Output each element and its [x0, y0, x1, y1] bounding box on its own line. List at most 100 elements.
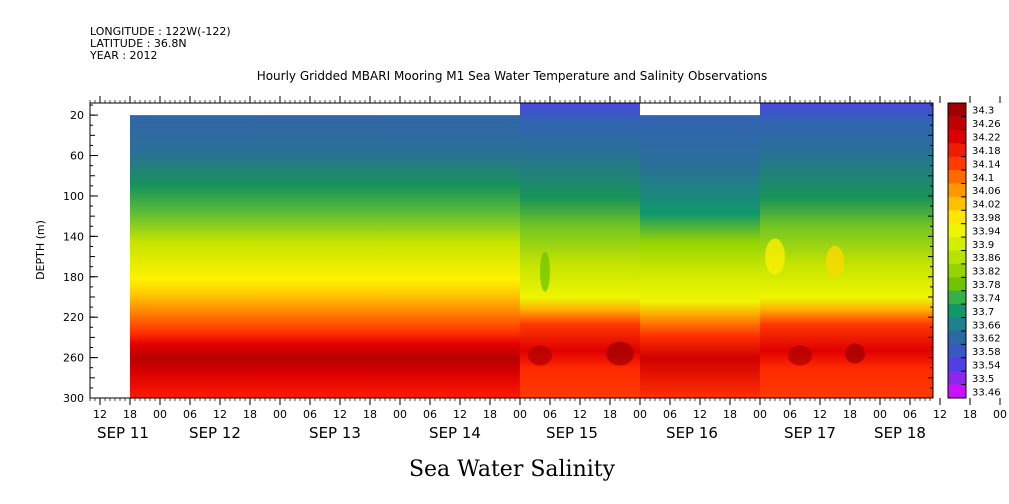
field-patch [528, 345, 552, 366]
colorbar-label: 33.58 [972, 347, 1001, 358]
chart-title: Hourly Gridded MBARI Mooring M1 Sea Wate… [257, 69, 768, 83]
colorbar-label: 33.94 [972, 226, 1001, 237]
x-hour-label: 00 [993, 408, 1007, 421]
y-tick-label: 20 [70, 109, 84, 122]
salinity-field [130, 103, 933, 398]
y-tick-label: 220 [63, 311, 84, 324]
x-hour-label: 12 [453, 408, 467, 421]
colorbar-swatch [948, 183, 966, 198]
latitude-label: LATITUDE : 36.8N [90, 37, 187, 50]
x-hour-label: 00 [633, 408, 647, 421]
colorbar-swatch [948, 250, 966, 265]
field-patch [540, 251, 550, 292]
footer-title: Sea Water Salinity [409, 457, 616, 482]
colorbar-swatch [948, 103, 966, 117]
colorbar-swatch [948, 143, 966, 158]
x-hour-label: 00 [513, 408, 527, 421]
colorbar-swatch [948, 277, 966, 292]
x-hour-label: 00 [153, 408, 167, 421]
colorbar-label: 33.54 [972, 360, 1001, 371]
colorbar-swatch [948, 223, 966, 238]
colorbar-label: 33.9 [972, 240, 994, 251]
x-hour-label: 18 [843, 408, 857, 421]
x-hour-label: 06 [903, 408, 917, 421]
colorbar-label: 33.62 [972, 334, 1001, 345]
x-hour-label: 12 [573, 408, 587, 421]
x-axis: 12 18 00 06 12 18 00 06 12 18 00 06 12 18 00 06 12 18 00 06… [89, 96, 1007, 442]
colorbar-label: 34.3 [972, 106, 994, 117]
x-hour-label: 06 [663, 408, 677, 421]
colorbar-label: 33.7 [972, 307, 994, 318]
year-label: YEAR : 2012 [89, 49, 158, 62]
colorbar-label: 33.46 [972, 387, 1001, 398]
x-hour-label: 00 [393, 408, 407, 421]
field-patch [845, 343, 865, 364]
field-patch [765, 238, 785, 275]
y-tick-label: 260 [63, 352, 84, 365]
y-tick-label: 180 [63, 271, 84, 284]
x-hour-label: 18 [603, 408, 617, 421]
y-axis: 20 60 100 140 180 220 260 300 [63, 104, 933, 405]
x-hour-label: 06 [303, 408, 317, 421]
colorbar-label: 33.86 [972, 253, 1001, 264]
x-hour-label: 06 [543, 408, 557, 421]
x-hour-label: 06 [423, 408, 437, 421]
y-tick-label: 60 [70, 150, 84, 163]
colorbar-swatch [948, 156, 966, 171]
x-hour-label: 00 [753, 408, 767, 421]
x-hour-label: 12 [933, 408, 947, 421]
x-hour-label: 18 [963, 408, 977, 421]
colorbar: 34.3 34.26 34.22 34.18 34.14 34.1 34.06 34.02 33… [947, 102, 1001, 399]
colorbar-label: 34.18 [972, 146, 1001, 157]
colorbar-label: 33.74 [972, 293, 1001, 304]
field-patch [826, 245, 844, 278]
colorbar-label: 33.5 [972, 374, 994, 385]
x-day-label: SEP 18 [874, 424, 926, 442]
y-tick-label: 300 [63, 392, 84, 405]
x-day-label: SEP 11 [97, 424, 149, 442]
colorbar-swatch [948, 304, 966, 319]
x-day-label: SEP 12 [189, 424, 241, 442]
colorbar-swatch [948, 237, 966, 251]
colorbar-label: 34.22 [972, 133, 1001, 144]
colorbar-label: 34.1 [972, 173, 994, 184]
colorbar-label: 34.02 [972, 200, 1001, 211]
colorbar-swatch [948, 371, 966, 386]
colorbar-swatch [948, 210, 966, 225]
plot-frame [89, 102, 934, 399]
x-hour-label: 18 [363, 408, 377, 421]
x-day-label: SEP 17 [784, 424, 836, 442]
colorbar-swatch [948, 290, 966, 305]
x-hour-label: 00 [273, 408, 287, 421]
x-hour-label: 06 [183, 408, 197, 421]
colorbar-swatch [948, 330, 966, 345]
x-hour-label: 18 [723, 408, 737, 421]
x-day-label: SEP 15 [546, 424, 598, 442]
colorbar-swatch [948, 263, 966, 278]
colorbar-label: 34.06 [972, 186, 1001, 197]
x-hour-label: 12 [693, 408, 707, 421]
colorbar-swatch [948, 384, 966, 399]
x-hour-label: 12 [333, 408, 347, 421]
colorbar-label: 34.14 [972, 159, 1001, 170]
colorbar-swatch [948, 317, 966, 332]
x-hour-label: 00 [873, 408, 887, 421]
colorbar-label: 33.82 [972, 267, 1001, 278]
colorbar-swatch [948, 196, 966, 211]
colorbar-label: 34.26 [972, 119, 1001, 130]
x-hour-label: 12 [813, 408, 827, 421]
y-tick-label: 100 [63, 190, 84, 203]
x-day-label: SEP 13 [309, 424, 361, 442]
x-day-label: SEP 16 [666, 424, 718, 442]
colorbar-label: 33.98 [972, 213, 1001, 224]
field-stable-period [130, 115, 520, 398]
colorbar-swatch [948, 170, 966, 184]
field-patch [606, 341, 634, 366]
x-hour-label: 12 [93, 408, 107, 421]
colorbar-swatch [948, 129, 966, 144]
colorbar-label: 33.78 [972, 280, 1001, 291]
x-day-label: SEP 14 [429, 424, 481, 442]
x-hour-label: 18 [243, 408, 257, 421]
colorbar-label: 33.66 [972, 320, 1001, 331]
